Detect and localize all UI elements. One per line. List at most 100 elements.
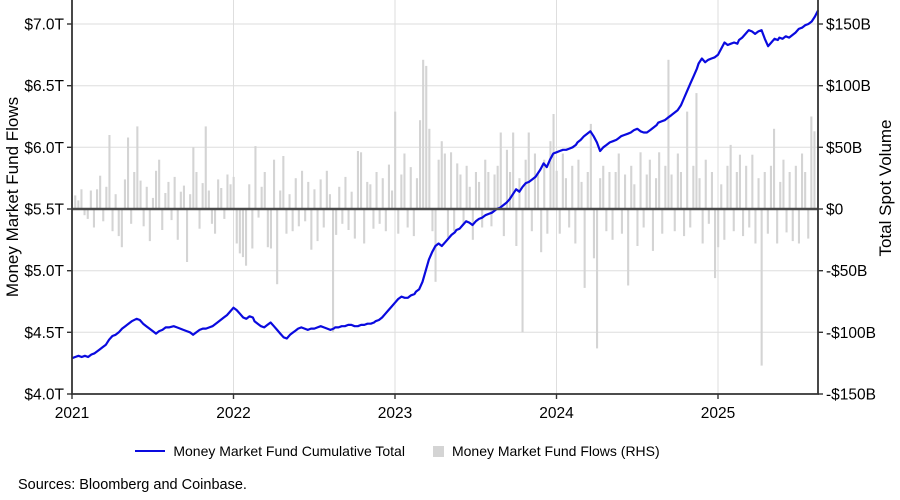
flows-bar (204, 126, 207, 209)
flows-bar (794, 165, 797, 209)
flows-bar (338, 186, 341, 209)
flows-bar (766, 209, 769, 234)
right-tick-label: $50B (826, 140, 862, 157)
flows-bar (394, 111, 397, 209)
flows-bar (83, 209, 86, 216)
flows-bar (223, 209, 226, 219)
x-tick-label: 2024 (539, 405, 574, 422)
flows-bar (686, 111, 689, 209)
flows-bar (360, 152, 363, 209)
flows-bar (633, 184, 636, 209)
flows-bar (288, 194, 291, 209)
flows-bar (356, 151, 359, 209)
flows-bar (617, 153, 620, 209)
flows-bar (673, 209, 676, 232)
flows-bar (245, 209, 248, 266)
flows-bar (676, 153, 679, 209)
flows-bar (695, 93, 698, 209)
flows-bar (425, 65, 428, 210)
flows-bar (276, 209, 279, 285)
flows-bar (605, 209, 608, 232)
flows-bar (698, 178, 701, 209)
flows-bar (161, 209, 164, 230)
flows-bar (291, 209, 294, 232)
flows-bar (723, 209, 726, 240)
flows-bar (387, 164, 390, 209)
flows-bar (465, 165, 468, 209)
flows-bar (145, 186, 148, 209)
flows-bar (316, 209, 319, 242)
flows-bar (372, 209, 375, 229)
right-tick-label: $0 (826, 202, 844, 219)
flows-bar (142, 209, 145, 227)
flows-bar (335, 209, 338, 235)
flows-bar (307, 181, 310, 209)
flows-bar (735, 172, 738, 209)
right-tick-label: -$150B (826, 387, 876, 404)
right-tick-label: -$50B (826, 263, 867, 280)
flows-bar (220, 188, 223, 209)
flows-bar (170, 209, 173, 221)
flows-bar (571, 165, 574, 209)
flows-bar (462, 209, 465, 224)
flows-bar (322, 209, 325, 228)
flows-bar (804, 172, 807, 209)
flows-bar (325, 170, 328, 209)
flows-bar (624, 174, 627, 209)
flows-bar (742, 209, 745, 237)
flows-bar (627, 209, 630, 286)
flows-bar (558, 209, 561, 234)
left-tick-label: $6.0T (24, 140, 64, 157)
flows-bar (397, 209, 400, 234)
flows-bar (319, 179, 322, 209)
flows-bar (763, 172, 766, 209)
flows-bar (74, 195, 77, 209)
flows-bar (133, 172, 136, 209)
flows-bar (561, 153, 564, 209)
flows-bar (664, 165, 667, 209)
cumulative-total-line (71, 9, 820, 360)
flows-bar (341, 209, 344, 224)
flows-bar (611, 209, 614, 240)
flows-bar (502, 209, 505, 237)
flows-bar (459, 174, 462, 209)
flows-bar (406, 209, 409, 228)
flows-bar (577, 159, 580, 209)
flows-bar (86, 209, 89, 219)
flows-bar (543, 159, 546, 209)
flows-bar (776, 209, 779, 244)
flows-bar (282, 156, 285, 209)
flows-bar (515, 209, 518, 246)
flows-bar (642, 209, 645, 228)
left-axis-title: Money Market Fund Flows (3, 96, 22, 298)
flows-bar (630, 165, 633, 209)
flows-bar (701, 209, 704, 244)
flows-bar (92, 209, 95, 228)
flows-bar (130, 209, 133, 224)
flows-bar (456, 163, 459, 209)
flows-bar (446, 209, 449, 238)
flows-bar (285, 209, 288, 234)
flows-bar (745, 165, 748, 209)
flows-bar (450, 152, 453, 209)
flows-bar (251, 209, 254, 249)
flows-bar (648, 159, 651, 209)
flows-bar (108, 135, 111, 209)
flows-bar (760, 209, 763, 366)
flows-bar (661, 209, 664, 234)
flows-bar (555, 170, 558, 209)
flows-bar (658, 152, 661, 209)
legend-label-cumulative-total: Money Market Fund Cumulative Total (173, 443, 405, 459)
flows-bar (527, 132, 530, 209)
flows-bar (530, 209, 533, 232)
flows-bar (80, 189, 83, 209)
x-tick-label: 2022 (216, 405, 250, 422)
flows-bar (403, 153, 406, 209)
left-tick-label: $5.5T (24, 202, 64, 219)
flows-bar (726, 165, 729, 209)
flows-bar (583, 209, 586, 288)
flows-bar (521, 209, 524, 333)
flows-bar (347, 209, 350, 230)
flows-bar (117, 209, 120, 237)
